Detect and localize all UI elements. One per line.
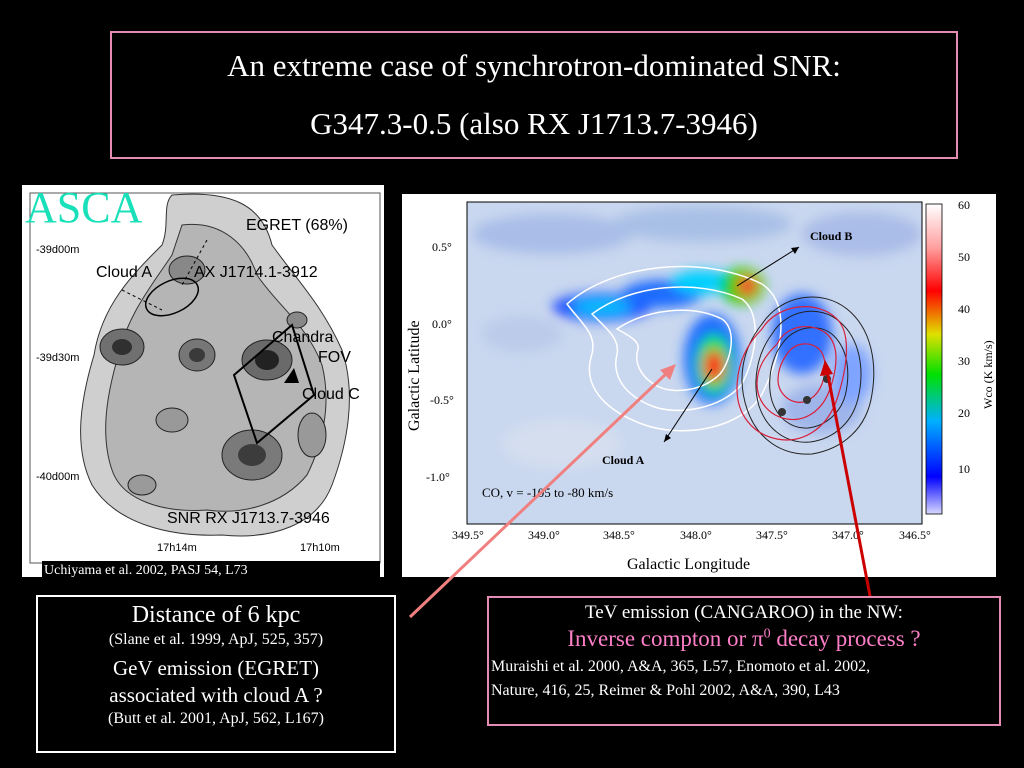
gev-line: GeV emission (EGRET) — [112, 656, 320, 680]
ax-source-label: AX J1714.1-3912 — [194, 264, 318, 281]
x-tick: 349.0° — [528, 528, 560, 542]
red-contours — [736, 306, 847, 441]
cloud-a-co-label: Cloud A — [602, 453, 645, 467]
pi-superscript: 0 — [763, 626, 771, 642]
pink-arrow — [408, 370, 670, 619]
dec-tick: -40d00m — [36, 471, 79, 483]
ra-tick: 17h10m — [300, 542, 340, 554]
colorbar-tick: 50 — [958, 250, 970, 264]
y-tick: -0.5° — [430, 393, 454, 407]
asca-xray-map: EGRET (68%) Cloud A AX J1714.1-3912 Chan… — [22, 185, 384, 577]
snr-label: SNR RX J1713.7-3946 — [167, 510, 330, 527]
fov-label: FOV — [318, 349, 351, 366]
x-tick: 349.5° — [452, 528, 484, 542]
cloud-a-arrow — [663, 368, 713, 443]
tev-line: TeV emission (CANGAROO) in the NW: — [585, 602, 903, 623]
distance-line: Distance of 6 kpc — [131, 602, 301, 628]
colorbar-tick: 60 — [958, 198, 970, 212]
cloud-b-arrow — [736, 246, 800, 287]
x-tick: 348.5° — [603, 528, 635, 542]
co-map-graphic: Cloud B Cloud A CO, v = -105 to -80 km/s… — [402, 194, 996, 577]
tev-process-text-end: decay process ? — [770, 626, 921, 651]
colorbar-tick: 30 — [958, 354, 970, 368]
ra-tick: 17h14m — [157, 542, 197, 554]
pi-symbol: π — [751, 626, 764, 651]
x-axis-label: Galactic Longitude — [627, 556, 750, 573]
colorbar-ticks: 60 50 40 30 20 10 — [958, 198, 970, 476]
map-frame — [466, 201, 923, 525]
y-axis-label: Galactic Latitude — [406, 320, 423, 431]
velocity-note: CO, v = -105 to -80 km/s — [482, 485, 613, 500]
cloud-a-pointer — [121, 289, 163, 311]
xray-point — [778, 408, 786, 416]
egret-pointer — [181, 239, 208, 286]
asca-map-graphic: EGRET (68%) Cloud A AX J1714.1-3912 Chan… — [22, 185, 384, 577]
asca-label: ASCA — [25, 183, 143, 232]
colorbar — [925, 203, 943, 515]
dec-tick: -39d00m — [36, 244, 79, 256]
dec-tick: -39d30m — [36, 352, 79, 364]
distance-citation: (Slane et al. 1999, ApJ, 525, 357) — [108, 631, 324, 648]
colorbar-label: Wco (K km/s) — [981, 340, 995, 409]
cloud-c-marker — [284, 368, 299, 383]
tev-citation-1: Muraishi et al. 2000, A&A, 365, L57, Eno… — [491, 658, 871, 675]
tev-info-box: TeV emission (CANGAROO) in the NW: Inver… — [487, 596, 1001, 726]
title-box: An extreme case of synchrotron-dominated… — [110, 31, 958, 159]
egret-ellipse — [144, 277, 200, 317]
colorbar-tick: 40 — [958, 302, 970, 316]
title-line-1: An extreme case of synchrotron-dominated… — [227, 48, 841, 83]
cloud-a-label: Cloud A — [96, 264, 152, 281]
x-tick: 346.5° — [899, 528, 931, 542]
distance-info-box: Distance of 6 kpc (Slane et al. 1999, Ap… — [36, 595, 396, 753]
asca-citation: Uchiyama et al. 2002, PASJ 54, L73 — [42, 561, 380, 581]
cloud-c-label: Cloud C — [302, 386, 360, 403]
y-tick: 0.0° — [432, 317, 452, 331]
co-intensity-image — [467, 202, 922, 524]
xray-emission — [80, 193, 350, 537]
chandra-fov-box — [232, 323, 316, 445]
cloud-b-label: Cloud B — [810, 229, 852, 243]
red-arrow — [825, 369, 872, 597]
colorbar-tick: 10 — [958, 462, 970, 476]
gev-association: associated with cloud A ? — [109, 683, 323, 707]
x-ticks: 349.5° 349.0° 348.5° 348.0° 347.5° 347.0… — [452, 528, 931, 542]
colorbar-tick: 20 — [958, 406, 970, 420]
white-contours — [565, 265, 782, 432]
tev-citation-2: Nature, 416, 25, Reimer & Pohl 2002, A&A… — [491, 682, 840, 699]
xray-point — [803, 396, 811, 404]
x-tick: 347.5° — [756, 528, 788, 542]
chandra-label: Chandra — [272, 329, 333, 346]
x-tick: 347.0° — [832, 528, 864, 542]
x-tick: 348.0° — [680, 528, 712, 542]
tev-process: Inverse compton or π0 decay process ? — [489, 626, 999, 652]
y-ticks: 0.5° 0.0° -0.5° -1.0° — [426, 240, 454, 484]
egret-label: EGRET (68%) — [246, 217, 348, 234]
title-line-2: G347.3-0.5 (also RX J1713.7-3946) — [310, 106, 758, 141]
gev-citation: (Butt et al. 2001, ApJ, 562, L167) — [108, 710, 324, 727]
co-map-panel: Cloud B Cloud A CO, v = -105 to -80 km/s… — [402, 194, 996, 577]
y-tick: 0.5° — [432, 240, 452, 254]
tev-process-text: Inverse compton or — [567, 626, 752, 651]
y-tick: -1.0° — [426, 470, 450, 484]
